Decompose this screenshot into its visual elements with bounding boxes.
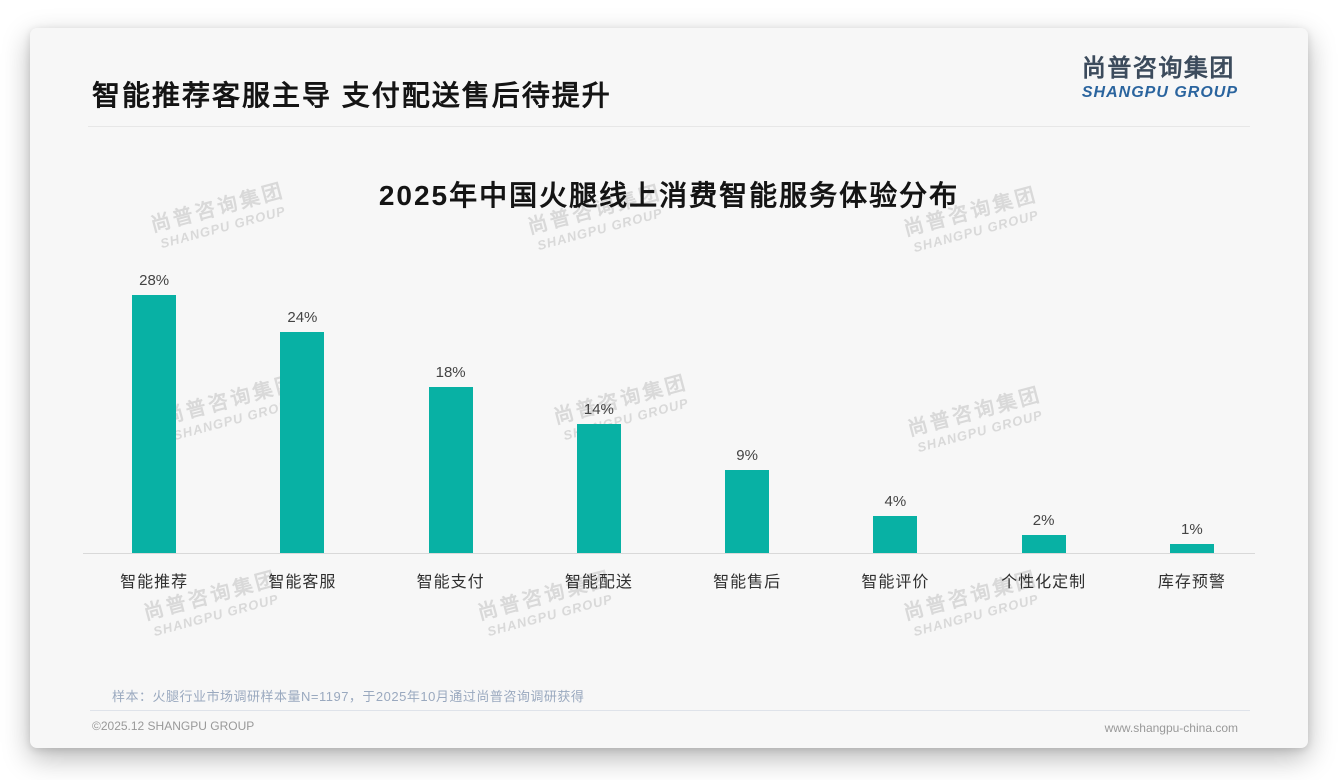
bar	[725, 470, 770, 553]
bar-value-label: 9%	[736, 447, 758, 465]
page-title: 智能推荐客服主导 支付配送售后待提升	[92, 80, 612, 111]
bar-column: 9%	[673, 266, 821, 553]
bar	[576, 424, 621, 553]
bar-column: 18%	[377, 266, 525, 553]
sample-note: 样本：火腿行业市场调研样本量N=1197，于2025年10月通过尚普咨询调研获得	[112, 689, 585, 704]
category-label: 智能配送	[564, 574, 633, 591]
bar-value-label: 24%	[287, 309, 318, 327]
category-label: 智能客服	[268, 574, 337, 591]
bar-value-label: 4%	[884, 493, 907, 511]
category-label: 库存预警	[1157, 574, 1226, 591]
footer-copyright: ©2025.12 SHANGPU GROUP	[92, 719, 255, 733]
bar-value-label: 1%	[1181, 520, 1203, 538]
chart-title: 2025年中国火腿线上消费智能服务体验分布	[378, 180, 960, 211]
x-axis-line	[83, 553, 1255, 554]
footer-divider	[90, 710, 1250, 711]
bar	[280, 332, 325, 553]
bar-column: 1%	[1118, 266, 1266, 553]
category-label: 个性化定制	[1001, 574, 1087, 591]
bar	[1021, 534, 1066, 553]
bar-column: 24%	[228, 266, 376, 553]
bar	[132, 295, 177, 553]
bar-column: 14%	[525, 266, 673, 553]
bar-column: 2%	[970, 266, 1118, 553]
category-label: 智能支付	[416, 574, 485, 591]
watermark-english-text: SHANGPU GROUP	[151, 591, 281, 640]
logo-chinese-text: 尚普咨询集团	[1081, 55, 1235, 82]
bar-value-label: 18%	[435, 364, 466, 382]
watermark-english-text: SHANGPU GROUP	[485, 591, 615, 640]
bar-value-label: 14%	[583, 401, 614, 419]
category-axis: 智能推荐 智能客服 智能支付 智能配送 智能售后 智能评价 个性化定制 库存预警	[80, 568, 1266, 592]
bar-value-label: 2%	[1032, 511, 1055, 529]
bar	[1169, 543, 1214, 553]
report-slide: 尚普咨询集团 SHANGPU GROUP 尚普咨询集团 SHANGPU GROUP 尚普…	[30, 28, 1308, 748]
plot-area: 28% 24% 18% 14% 9% 4% 2% 1%	[80, 266, 1266, 553]
logo-english-text: SHANGPU GROUP	[1081, 84, 1238, 101]
category-label: 智能推荐	[120, 574, 189, 591]
header-divider	[88, 126, 1250, 127]
category-label: 智能售后	[713, 574, 782, 591]
bar	[428, 387, 473, 553]
bar-value-label: 28%	[139, 272, 170, 290]
company-logo: 尚普咨询集团 SHANGPU GROUP	[1082, 54, 1238, 102]
bar-column: 4%	[821, 266, 969, 553]
bar	[873, 516, 918, 553]
watermark-english-text: SHANGPU GROUP	[911, 591, 1041, 640]
bar-column: 28%	[80, 266, 228, 553]
footer-website: www.shangpu-china.com	[1104, 721, 1238, 735]
category-label: 智能评价	[861, 574, 930, 591]
